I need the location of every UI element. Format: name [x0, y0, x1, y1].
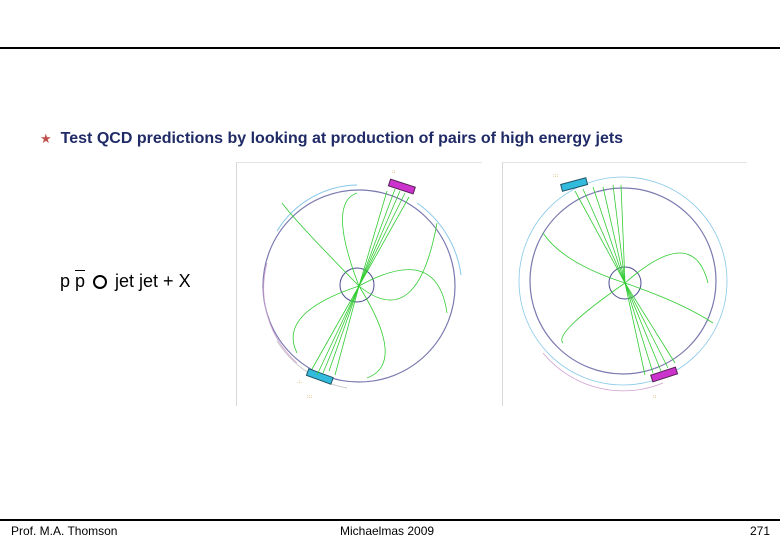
svg-text:::: ::	[392, 169, 396, 175]
svg-text::::: :::	[553, 173, 558, 179]
footer-term: Michaelmas 2009	[340, 524, 435, 538]
page-number: 271	[749, 524, 770, 538]
event-display-image: :: .:. :::	[262, 169, 462, 400]
arrow-icon	[93, 274, 108, 289]
reaction-products: jet jet + X	[115, 271, 191, 291]
two-jet-event-display-left: :: .:. :::	[236, 162, 482, 406]
bullet-text: Test QCD predictions by looking at produ…	[60, 130, 624, 147]
header-rule	[0, 47, 780, 49]
svg-text::::: :::	[307, 394, 312, 400]
bullet-point: ★ Test QCD predictions by looking at pro…	[40, 130, 623, 148]
star-bullet-icon: ★	[40, 131, 52, 147]
event-display-image: ::: ::	[518, 173, 728, 400]
svg-text:::: ::	[653, 394, 657, 400]
antiproton-symbol: p	[75, 271, 86, 291]
proton-symbol: p	[60, 271, 71, 291]
two-jet-event-display-right: ::: ::	[502, 162, 747, 406]
footer-rule	[0, 519, 780, 521]
footer-author: Prof. M.A. Thomson	[11, 524, 118, 538]
svg-text:.:.: .:.	[297, 379, 302, 385]
